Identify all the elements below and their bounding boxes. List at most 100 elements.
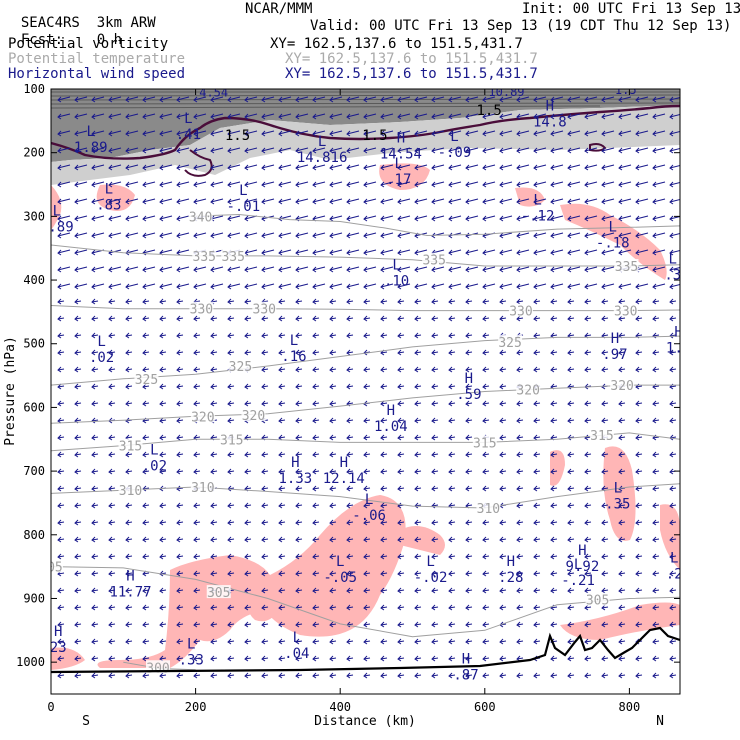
theta-contour-325 — [51, 335, 680, 386]
wind-arrow — [431, 502, 439, 509]
wind-arrow — [448, 113, 462, 120]
wind-arrow — [669, 266, 680, 273]
wind-arrow — [312, 181, 326, 188]
wind-arrow — [210, 315, 218, 322]
wind-arrow — [431, 570, 439, 577]
x-axis-title: Distance (km) — [314, 714, 416, 729]
wind-arrow — [261, 383, 269, 390]
wind-arrow — [74, 502, 82, 509]
wind-arrow — [176, 672, 184, 679]
wind-arrow — [125, 451, 133, 458]
wind-arrow — [363, 215, 377, 222]
wind-arrow — [431, 332, 439, 339]
wind-arrow — [465, 417, 473, 424]
wind-arrow — [91, 502, 99, 509]
wind-arrow — [159, 587, 167, 594]
pv-marker-low: L — [53, 204, 61, 220]
wind-arrow — [227, 553, 235, 560]
wind-arrow — [516, 147, 530, 154]
wind-arrow — [261, 604, 269, 611]
wind-arrow — [669, 434, 677, 441]
wind-arrow — [210, 570, 218, 577]
wind-arrow — [57, 366, 65, 373]
wind-arrow — [533, 451, 541, 458]
wind-arrow — [159, 621, 167, 628]
wind-arrow — [74, 96, 88, 103]
wind-arrow — [57, 249, 71, 256]
wind-arrow — [414, 383, 422, 390]
wind-arrow — [448, 570, 456, 577]
wind-arrow — [431, 451, 439, 458]
wind-arrow — [380, 672, 388, 679]
wind-arrow — [210, 638, 218, 645]
wind-arrow — [312, 638, 320, 645]
wind-arrow — [499, 283, 513, 290]
wind-arrow — [567, 298, 575, 305]
wind-arrow — [567, 198, 581, 205]
wind-arrow — [108, 332, 116, 339]
wind-arrow — [125, 519, 133, 526]
wind-arrow — [91, 349, 99, 356]
wind-arrow — [91, 587, 99, 594]
theta-label-bg — [219, 432, 244, 446]
theta-label: 325 — [229, 360, 252, 375]
wind-arrow — [295, 332, 303, 339]
wind-arrow — [448, 604, 456, 611]
wind-arrow — [550, 349, 558, 356]
wind-arrow — [397, 434, 405, 441]
wind-arrow — [74, 113, 88, 120]
wind-arrow — [516, 417, 524, 424]
wind-arrow — [142, 587, 150, 594]
wind-arrow — [635, 315, 643, 322]
wind-arrow — [142, 349, 150, 356]
wind-arrow — [193, 181, 207, 188]
wind-arrow — [499, 198, 513, 205]
wind-arrow — [652, 519, 660, 526]
wind-arrow — [363, 672, 371, 679]
wind-arrow — [244, 570, 252, 577]
wind-arrow — [414, 451, 422, 458]
wind-arrow — [669, 621, 677, 628]
wind-arrow — [125, 298, 133, 305]
pv-marker-high: H — [126, 568, 134, 584]
wind-arrow — [125, 383, 133, 390]
wind-arrow — [312, 400, 320, 407]
wind-arrow — [159, 147, 173, 154]
wind-arrow — [567, 366, 575, 373]
pv-shading — [51, 163, 680, 670]
wind-arrow — [380, 519, 388, 526]
pv-marker-value: .33 — [179, 653, 204, 669]
wind-arrow — [176, 434, 184, 441]
wind-arrow — [193, 147, 207, 154]
wind-arrow — [618, 621, 626, 628]
wind-arrow — [295, 366, 303, 373]
wind-arrow — [108, 130, 122, 137]
wind-arrow — [74, 181, 88, 188]
wind-arrow — [346, 147, 360, 154]
wind-arrow — [567, 315, 575, 322]
wind-arrow — [91, 366, 99, 373]
wind-arrow — [584, 468, 592, 475]
wind-arrow — [533, 232, 547, 239]
wind-arrow — [550, 147, 564, 154]
wind-arrow — [567, 96, 581, 103]
wind-arrow — [431, 400, 439, 407]
wind-arrow — [652, 570, 660, 577]
wind-arrow — [295, 96, 309, 103]
wind-arrow — [516, 349, 524, 356]
wind-arrow — [635, 349, 643, 356]
wind-arrow — [329, 519, 337, 526]
wind-arrow — [669, 164, 680, 171]
wind-arrow — [261, 553, 269, 560]
wind-arrow — [397, 553, 405, 560]
wind-arrow — [635, 621, 643, 628]
theta-label: 315 — [220, 433, 243, 448]
wind-arrow — [499, 587, 507, 594]
wind-arrow — [601, 400, 609, 407]
wind-arrow — [176, 621, 184, 628]
wind-arrow — [601, 266, 615, 273]
wind-arrow — [669, 400, 677, 407]
wind-arrow — [380, 553, 388, 560]
pv-marker-low: L — [392, 258, 400, 274]
wind-arrow — [363, 451, 371, 458]
